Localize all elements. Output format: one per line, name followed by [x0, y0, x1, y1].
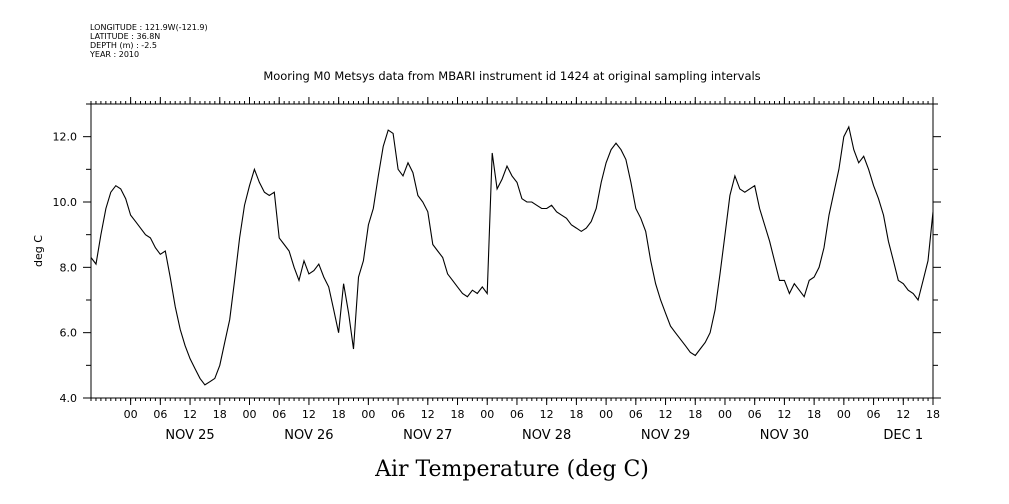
meta-latitude: LATITUDE : 36.8N — [90, 32, 161, 41]
x-hour-tick-label: 18 — [926, 408, 940, 421]
x-day-label: NOV 28 — [522, 428, 571, 443]
x-hour-tick-label: 12 — [777, 408, 791, 421]
x-hour-tick-label: 18 — [332, 408, 346, 421]
axis-labels: 00 06 12 18 00 06 12 18 00 06 12 18 00 06 12 18 00 06 12 18… — [53, 131, 941, 443]
x-hour-tick-label: 12 — [421, 408, 435, 421]
x-day-label: NOV 27 — [403, 428, 452, 443]
y-tick-label: 4.0 — [60, 392, 78, 405]
meta-longitude: LONGITUDE : 121.9W(-121.9) — [90, 23, 208, 32]
y-tick-label: 12.0 — [53, 131, 78, 144]
x-hour-tick-label: 06 — [867, 408, 881, 421]
x-hour-tick-label: 06 — [748, 408, 762, 421]
x-hour-tick-label: 00 — [599, 408, 613, 421]
x-axis-label: Air Temperature (deg C) — [374, 457, 649, 482]
x-hour-tick-label: 06 — [629, 408, 643, 421]
x-day-label: NOV 26 — [284, 428, 333, 443]
x-hour-tick-label: 12 — [659, 408, 673, 421]
x-hour-tick-label: 18 — [451, 408, 465, 421]
x-hour-tick-label: 12 — [183, 408, 197, 421]
x-hour-tick-label: 00 — [124, 408, 138, 421]
x-day-label: NOV 30 — [760, 428, 809, 443]
x-hour-tick-label: 00 — [242, 408, 256, 421]
plot-frame — [90, 103, 934, 399]
y-tick-label: 10.0 — [53, 196, 78, 209]
x-hour-tick-label: 18 — [569, 408, 583, 421]
x-hour-tick-label: 18 — [688, 408, 702, 421]
x-hour-tick-label: 18 — [213, 408, 227, 421]
y-tick-label: 6.0 — [60, 327, 78, 340]
meta-depth: DEPTH (m) : -2.5 — [90, 41, 157, 50]
series-line-air-temperature — [90, 125, 934, 386]
x-hour-tick-label: 06 — [391, 408, 405, 421]
x-day-label: NOV 29 — [641, 428, 690, 443]
x-day-label: DEC 1 — [883, 428, 923, 443]
x-hour-tick-label: 12 — [302, 408, 316, 421]
x-hour-tick-label: 06 — [153, 408, 167, 421]
meta-year: YEAR : 2010 — [90, 50, 140, 59]
y-tick-label: 8.0 — [60, 261, 78, 274]
tick-marks — [83, 97, 941, 405]
x-hour-tick-label: 06 — [510, 408, 524, 421]
x-hour-tick-label: 00 — [837, 408, 851, 421]
x-day-label: NOV 25 — [165, 428, 214, 443]
x-hour-tick-label: 00 — [718, 408, 732, 421]
x-hour-tick-label: 12 — [540, 408, 554, 421]
x-hour-tick-label: 00 — [480, 408, 494, 421]
y-axis-label: deg C — [32, 235, 45, 267]
x-hour-tick-label: 12 — [896, 408, 910, 421]
x-hour-tick-label: 06 — [272, 408, 286, 421]
x-hour-tick-label: 18 — [807, 408, 821, 421]
chart-title: Mooring M0 Metsys data from MBARI instru… — [263, 69, 760, 83]
x-hour-tick-label: 00 — [361, 408, 375, 421]
